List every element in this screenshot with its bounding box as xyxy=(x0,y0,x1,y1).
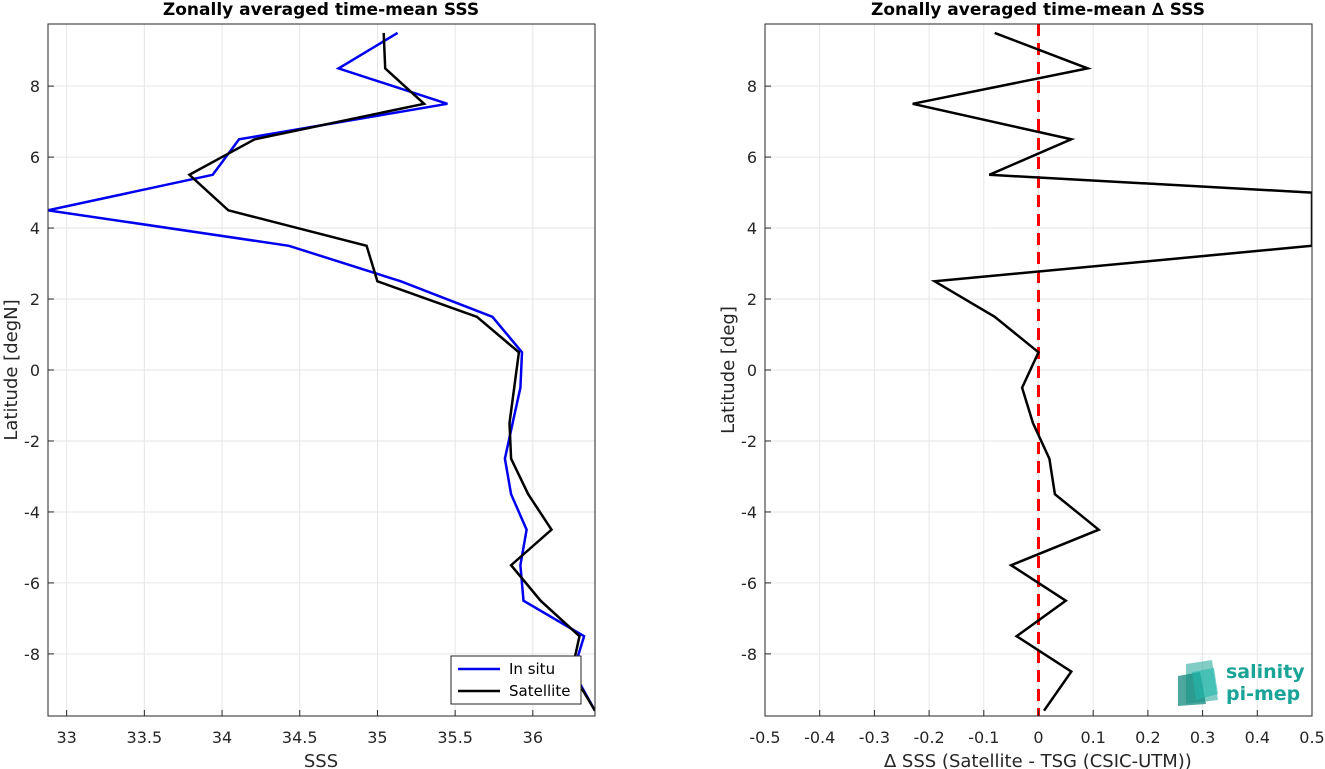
sss-y-tick-label: -2 xyxy=(24,432,40,451)
sss-panel: 33 33.5 34 34.5 35 35.5 36 -8 -6 -4 -2 0 2 4 6 8 Zonal… xyxy=(1,0,596,769)
sss-x-tick-label: 33 xyxy=(56,728,76,747)
delta-y-tick-label: -2 xyxy=(741,432,757,451)
delta-y-ticks: -8 -6 -4 -2 0 2 4 6 8 xyxy=(741,77,771,664)
delta-x-tick-label: -0.5 xyxy=(749,728,780,747)
sss-y-ticks: -8 -6 -4 -2 0 2 4 6 8 xyxy=(24,77,54,664)
delta-title: Zonally averaged time-mean ∆ SSS xyxy=(871,0,1205,20)
sss-x-tick-label: 35 xyxy=(367,728,387,747)
sss-grid xyxy=(48,24,595,716)
sss-x-ticks: 33 33.5 34 34.5 35 35.5 36 xyxy=(56,710,543,747)
sss-y-tick-label: 6 xyxy=(30,148,40,167)
logo-text-pi-mep: pi-mep xyxy=(1226,683,1300,705)
sss-y-tick-label: -4 xyxy=(24,503,40,522)
delta-x-tick-label: -0.1 xyxy=(968,728,999,747)
legend-label-satellite: Satellite xyxy=(509,682,570,700)
delta-y-tick-label: 4 xyxy=(747,219,757,238)
sss-series-line-in-situ xyxy=(48,31,595,712)
delta-series-line-delta xyxy=(912,31,1312,712)
delta-y-tick-label: 0 xyxy=(747,361,757,380)
sss-y-axis-label: Latitude [degN] xyxy=(1,299,22,440)
sss-series-line-satellite xyxy=(187,32,595,712)
sss-x-tick-label: 36 xyxy=(523,728,543,747)
delta-x-tick-label: -0.3 xyxy=(859,728,890,747)
sss-y-tick-label: 2 xyxy=(30,290,40,309)
sss-x-tick-label: 35.5 xyxy=(437,728,473,747)
salinity-pi-mep-logo: salinity pi-mep xyxy=(1178,660,1305,706)
delta-x-tick-label: 0.1 xyxy=(1080,728,1105,747)
sss-x-axis-label: SSS xyxy=(304,751,338,769)
delta-x-axis-label: ∆ SSS (Satellite - TSG (CSIC-UTM)) xyxy=(883,751,1192,769)
sss-y-tick-label: -8 xyxy=(24,645,40,664)
delta-y-axis-label: Latitude [deg] xyxy=(718,306,739,434)
delta-x-tick-label: 0 xyxy=(1033,728,1043,747)
delta-x-tick-label: 0.5 xyxy=(1299,728,1324,747)
logo-wave-icon-front xyxy=(1192,668,1218,700)
delta-y-tick-label: -8 xyxy=(741,645,757,664)
delta-series-layer xyxy=(912,31,1312,712)
sss-x-tick-label: 33.5 xyxy=(127,728,163,747)
sss-series-layer xyxy=(48,31,595,712)
delta-sss-panel: -0.5 -0.4 -0.3 -0.2 -0.1 0 0.1 0.2 0.3 0.4 0.5 -8-… xyxy=(718,0,1325,769)
sss-x-tick-label: 34 xyxy=(212,728,232,747)
sss-y-tick-label: 8 xyxy=(30,77,40,96)
delta-y-tick-label: 8 xyxy=(747,77,757,96)
delta-x-ticks: -0.5 -0.4 -0.3 -0.2 -0.1 0 0.1 0.2 0.3 0.4 0.5 xyxy=(749,710,1325,747)
sss-y-tick-label: 4 xyxy=(30,219,40,238)
legend-box xyxy=(450,655,582,705)
sss-x-tick-label: 34.5 xyxy=(282,728,318,747)
delta-x-tick-label: -0.4 xyxy=(804,728,835,747)
delta-x-tick-label: 0.4 xyxy=(1245,728,1270,747)
delta-y-tick-label: -4 xyxy=(741,503,757,522)
delta-x-tick-label: 0.2 xyxy=(1135,728,1160,747)
sss-y-tick-label: 0 xyxy=(30,361,40,380)
delta-y-tick-label: 6 xyxy=(747,148,757,167)
legend: In situ Satellite xyxy=(450,655,582,705)
delta-y-tick-label: 2 xyxy=(747,290,757,309)
delta-x-tick-label: -0.2 xyxy=(913,728,944,747)
logo-text-salinity: salinity xyxy=(1226,661,1305,683)
delta-x-tick-label: 0.3 xyxy=(1190,728,1215,747)
delta-y-tick-label: -6 xyxy=(741,574,757,593)
sss-y-tick-label: -6 xyxy=(24,574,40,593)
legend-label-in-situ: In situ xyxy=(509,660,555,678)
sss-title: Zonally averaged time-mean SSS xyxy=(163,0,479,20)
